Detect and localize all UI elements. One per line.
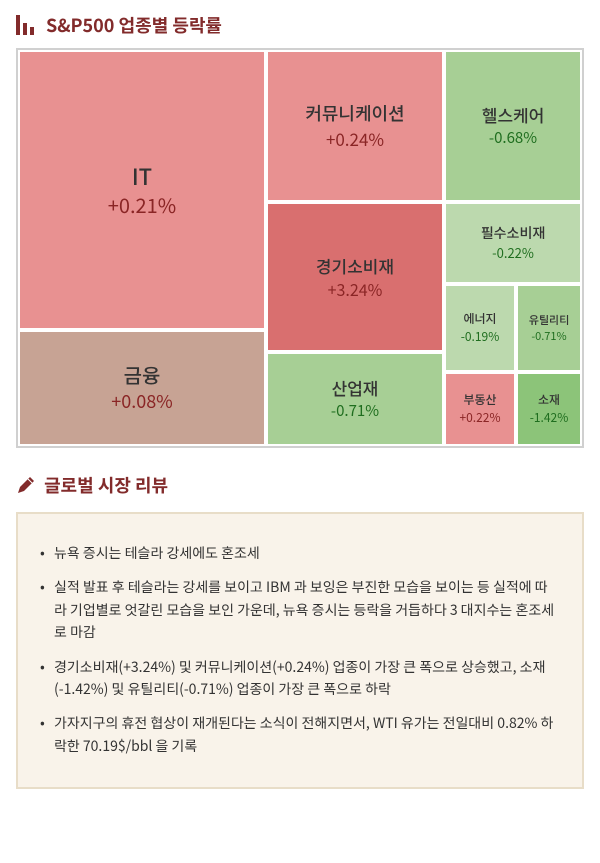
treemap-cell-label: 산업재 [332,377,379,399]
treemap-cell: 금융+0.08% [18,330,266,446]
sector-chart-title: S&P500 업종별 등락률 [46,12,222,38]
treemap-cell: IT+0.21% [18,50,266,330]
review-bullet: 가자지구의 휴전 협상이 재개된다는 소식이 전해지면서, WTI 유가는 전일… [40,712,560,757]
treemap-cell: 필수소비재 -0.22% [444,202,582,284]
treemap-cell-value: -0.71% [531,329,566,343]
treemap-cell-label: IT [132,162,152,191]
treemap-cell-value: -0.68% [489,128,537,148]
treemap-cell-label: 경기소비재 [316,255,394,277]
treemap-cell-value: +3.24% [328,279,383,300]
treemap-cell-label: 커뮤니케이션 [305,102,404,125]
review-title-row: 글로벌 시장 리뷰 [16,472,584,498]
pencil-icon [16,475,36,495]
treemap-cell: 산업재-0.71% [266,352,444,446]
treemap-cell: 유틸리티 -0.71% [516,284,582,372]
treemap-cell: 부동산 +0.22% [444,372,516,446]
treemap-cell: 커뮤니케이션 +0.24% [266,50,444,202]
treemap-cell-label: 유틸리티 [529,313,569,327]
treemap-cell-value: +0.24% [326,128,384,150]
treemap-cell-value: -0.71% [331,401,379,421]
bar-chart-icon [16,15,38,35]
treemap-cell: 소재 -1.42% [516,372,582,446]
treemap-cell: 에너지 -0.19% [444,284,516,372]
treemap-cell-label: 에너지 [463,311,496,327]
treemap-cell-label: 소재 [538,392,560,408]
treemap-cell-label: 필수소비재 [481,224,545,242]
review-bullet: 경기소비재(+3.24%) 및 커뮤니케이션(+0.24%) 업종이 가장 큰 … [40,656,560,701]
treemap-cell-label: 금융 [124,362,161,388]
treemap-cell-value: -1.42% [530,410,569,426]
treemap-cell-value: +0.21% [108,192,176,218]
treemap-cell-value: -0.22% [492,245,534,262]
sector-treemap: IT+0.21%금융+0.08%커뮤니케이션+0.24%경기소비재+3.24%산… [16,48,584,448]
review-box: 뉴욕 증시는 테슬라 강세에도 혼조세실적 발표 후 테슬라는 강세를 보이고 … [16,512,584,789]
treemap-cell: 경기소비재+3.24% [266,202,444,352]
review-bullet-list: 뉴욕 증시는 테슬라 강세에도 혼조세실적 발표 후 테슬라는 강세를 보이고 … [40,542,560,757]
treemap-cell-value: -0.19% [461,329,500,345]
treemap-cell-value: +0.22% [459,410,500,426]
treemap-cell-label: 부동산 [463,392,496,408]
review-bullet: 실적 발표 후 테슬라는 강세를 보이고 IBM 과 보잉은 부진한 모습을 보… [40,576,560,643]
treemap-cell-value: +0.08% [111,390,173,413]
sector-chart-title-row: S&P500 업종별 등락률 [16,12,584,38]
treemap-cell: 헬스케어-0.68% [444,50,582,202]
treemap-cell-label: 헬스케어 [482,104,545,126]
review-title: 글로벌 시장 리뷰 [44,472,168,498]
review-bullet: 뉴욕 증시는 테슬라 강세에도 혼조세 [40,542,560,564]
